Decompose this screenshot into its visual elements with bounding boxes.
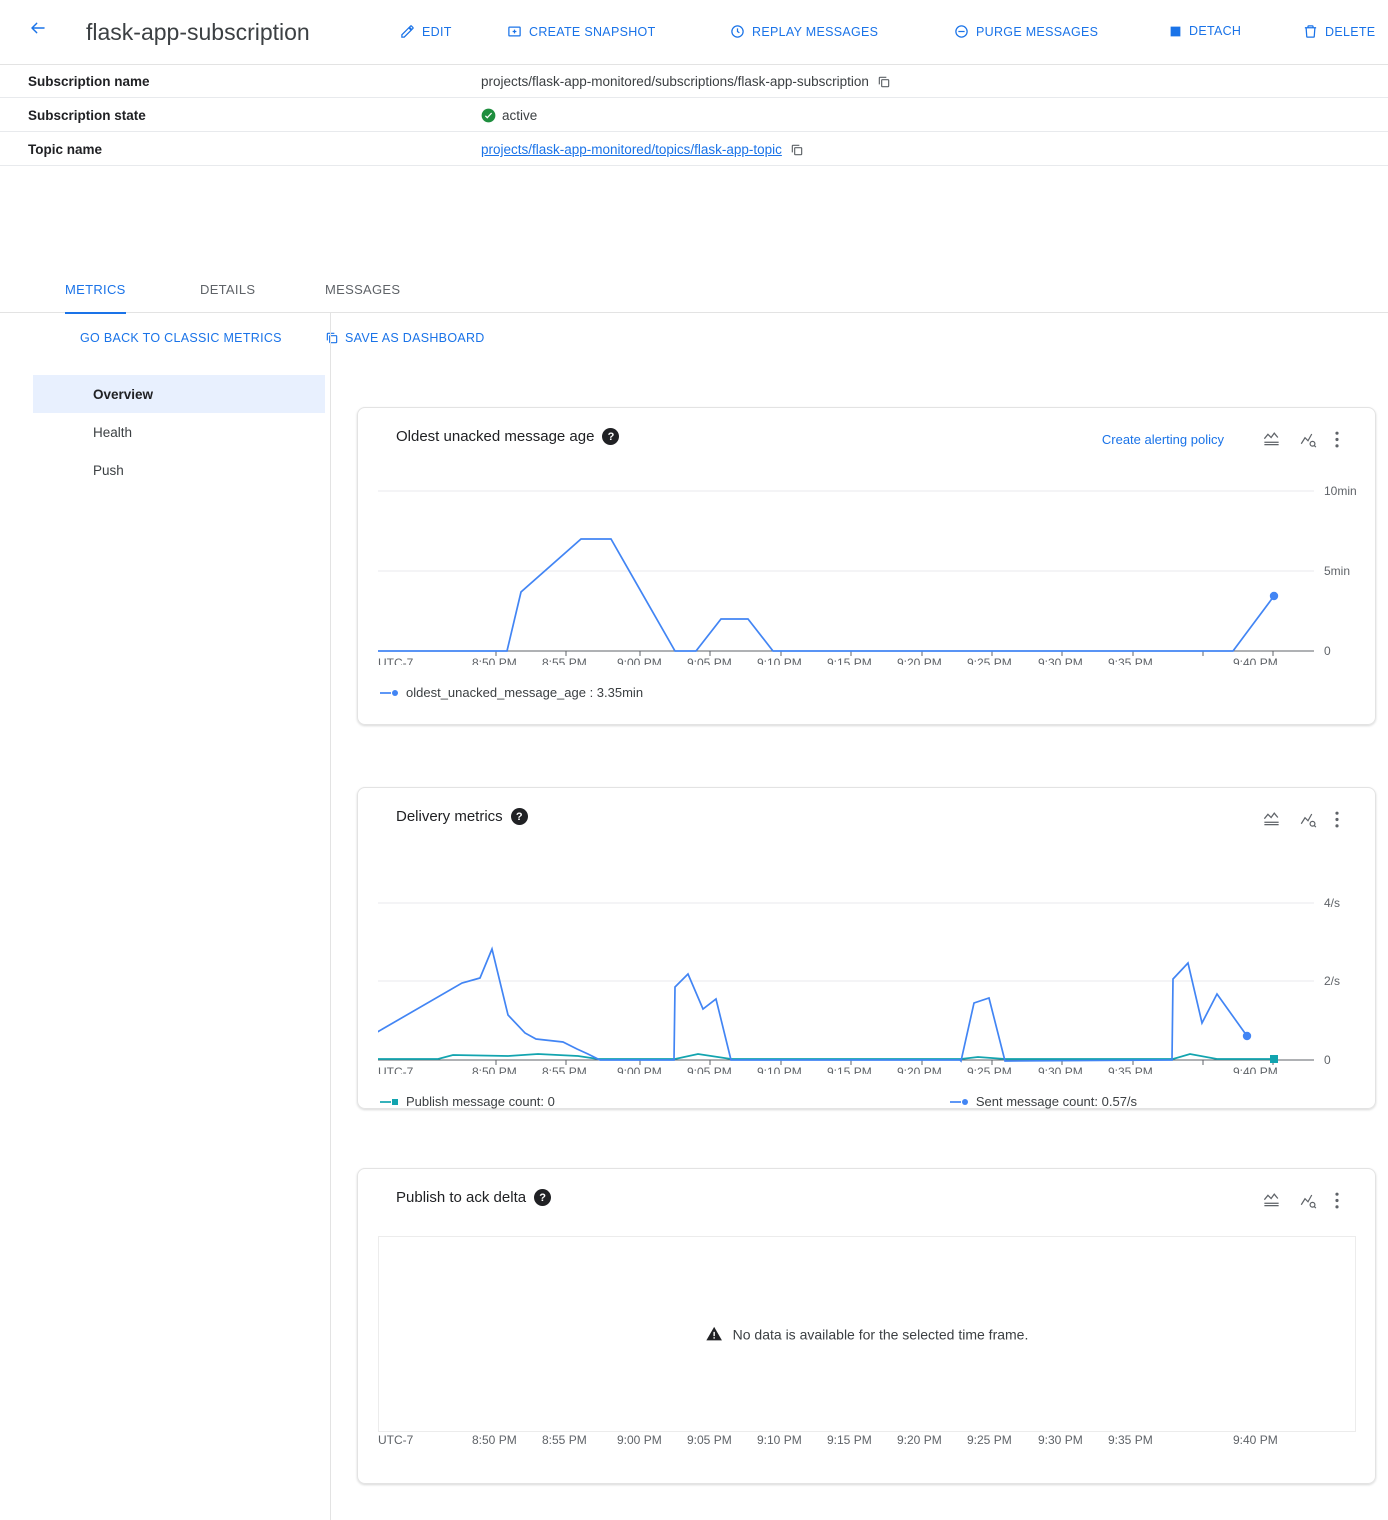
svg-text:8:55 PM: 8:55 PM: [542, 1433, 587, 1447]
svg-text:9:25 PM: 9:25 PM: [967, 1433, 1012, 1447]
svg-text:UTC-7: UTC-7: [378, 1065, 414, 1074]
svg-text:9:30 PM: 9:30 PM: [1038, 656, 1083, 665]
svg-text:9:00 PM: 9:00 PM: [617, 1433, 662, 1447]
svg-text:9:05 PM: 9:05 PM: [687, 656, 732, 665]
svg-text:9:15 PM: 9:15 PM: [827, 656, 872, 665]
svg-text:4/s: 4/s: [1324, 896, 1340, 910]
svg-text:5min: 5min: [1324, 564, 1350, 578]
svg-text:9:40 PM: 9:40 PM: [1233, 1433, 1278, 1447]
svg-text:9:30 PM: 9:30 PM: [1038, 1065, 1083, 1074]
svg-text:9:10 PM: 9:10 PM: [757, 1065, 802, 1074]
svg-text:9:20 PM: 9:20 PM: [897, 1433, 942, 1447]
svg-text:9:35 PM: 9:35 PM: [1108, 1433, 1153, 1447]
svg-text:8:55 PM: 8:55 PM: [542, 656, 587, 665]
svg-text:8:55 PM: 8:55 PM: [542, 1065, 587, 1074]
svg-text:9:20 PM: 9:20 PM: [897, 656, 942, 665]
svg-text:9:35 PM: 9:35 PM: [1108, 1065, 1153, 1074]
svg-text:9:05 PM: 9:05 PM: [687, 1065, 732, 1074]
svg-text:0: 0: [1324, 1053, 1331, 1067]
svg-text:9:05 PM: 9:05 PM: [687, 1433, 732, 1447]
svg-text:9:40 PM: 9:40 PM: [1233, 1065, 1278, 1074]
svg-text:2/s: 2/s: [1324, 974, 1340, 988]
svg-text:9:25 PM: 9:25 PM: [967, 1065, 1012, 1074]
svg-text:9:15 PM: 9:15 PM: [827, 1433, 872, 1447]
svg-text:8:50 PM: 8:50 PM: [472, 656, 517, 665]
svg-text:9:10 PM: 9:10 PM: [757, 656, 802, 665]
svg-text:8:50 PM: 8:50 PM: [472, 1065, 517, 1074]
svg-text:9:10 PM: 9:10 PM: [757, 1433, 802, 1447]
svg-text:9:30 PM: 9:30 PM: [1038, 1433, 1083, 1447]
svg-text:0: 0: [1324, 644, 1331, 658]
svg-text:UTC-7: UTC-7: [378, 656, 414, 665]
svg-text:9:15 PM: 9:15 PM: [827, 1065, 872, 1074]
svg-text:9:00 PM: 9:00 PM: [617, 656, 662, 665]
svg-text:9:40 PM: 9:40 PM: [1233, 656, 1278, 665]
svg-text:UTC-7: UTC-7: [378, 1433, 414, 1447]
svg-text:10min: 10min: [1324, 484, 1356, 498]
svg-text:9:00 PM: 9:00 PM: [617, 1065, 662, 1074]
svg-text:9:25 PM: 9:25 PM: [967, 656, 1012, 665]
svg-text:9:20 PM: 9:20 PM: [897, 1065, 942, 1074]
svg-text:9:35 PM: 9:35 PM: [1108, 656, 1153, 665]
svg-text:8:50 PM: 8:50 PM: [472, 1433, 517, 1447]
